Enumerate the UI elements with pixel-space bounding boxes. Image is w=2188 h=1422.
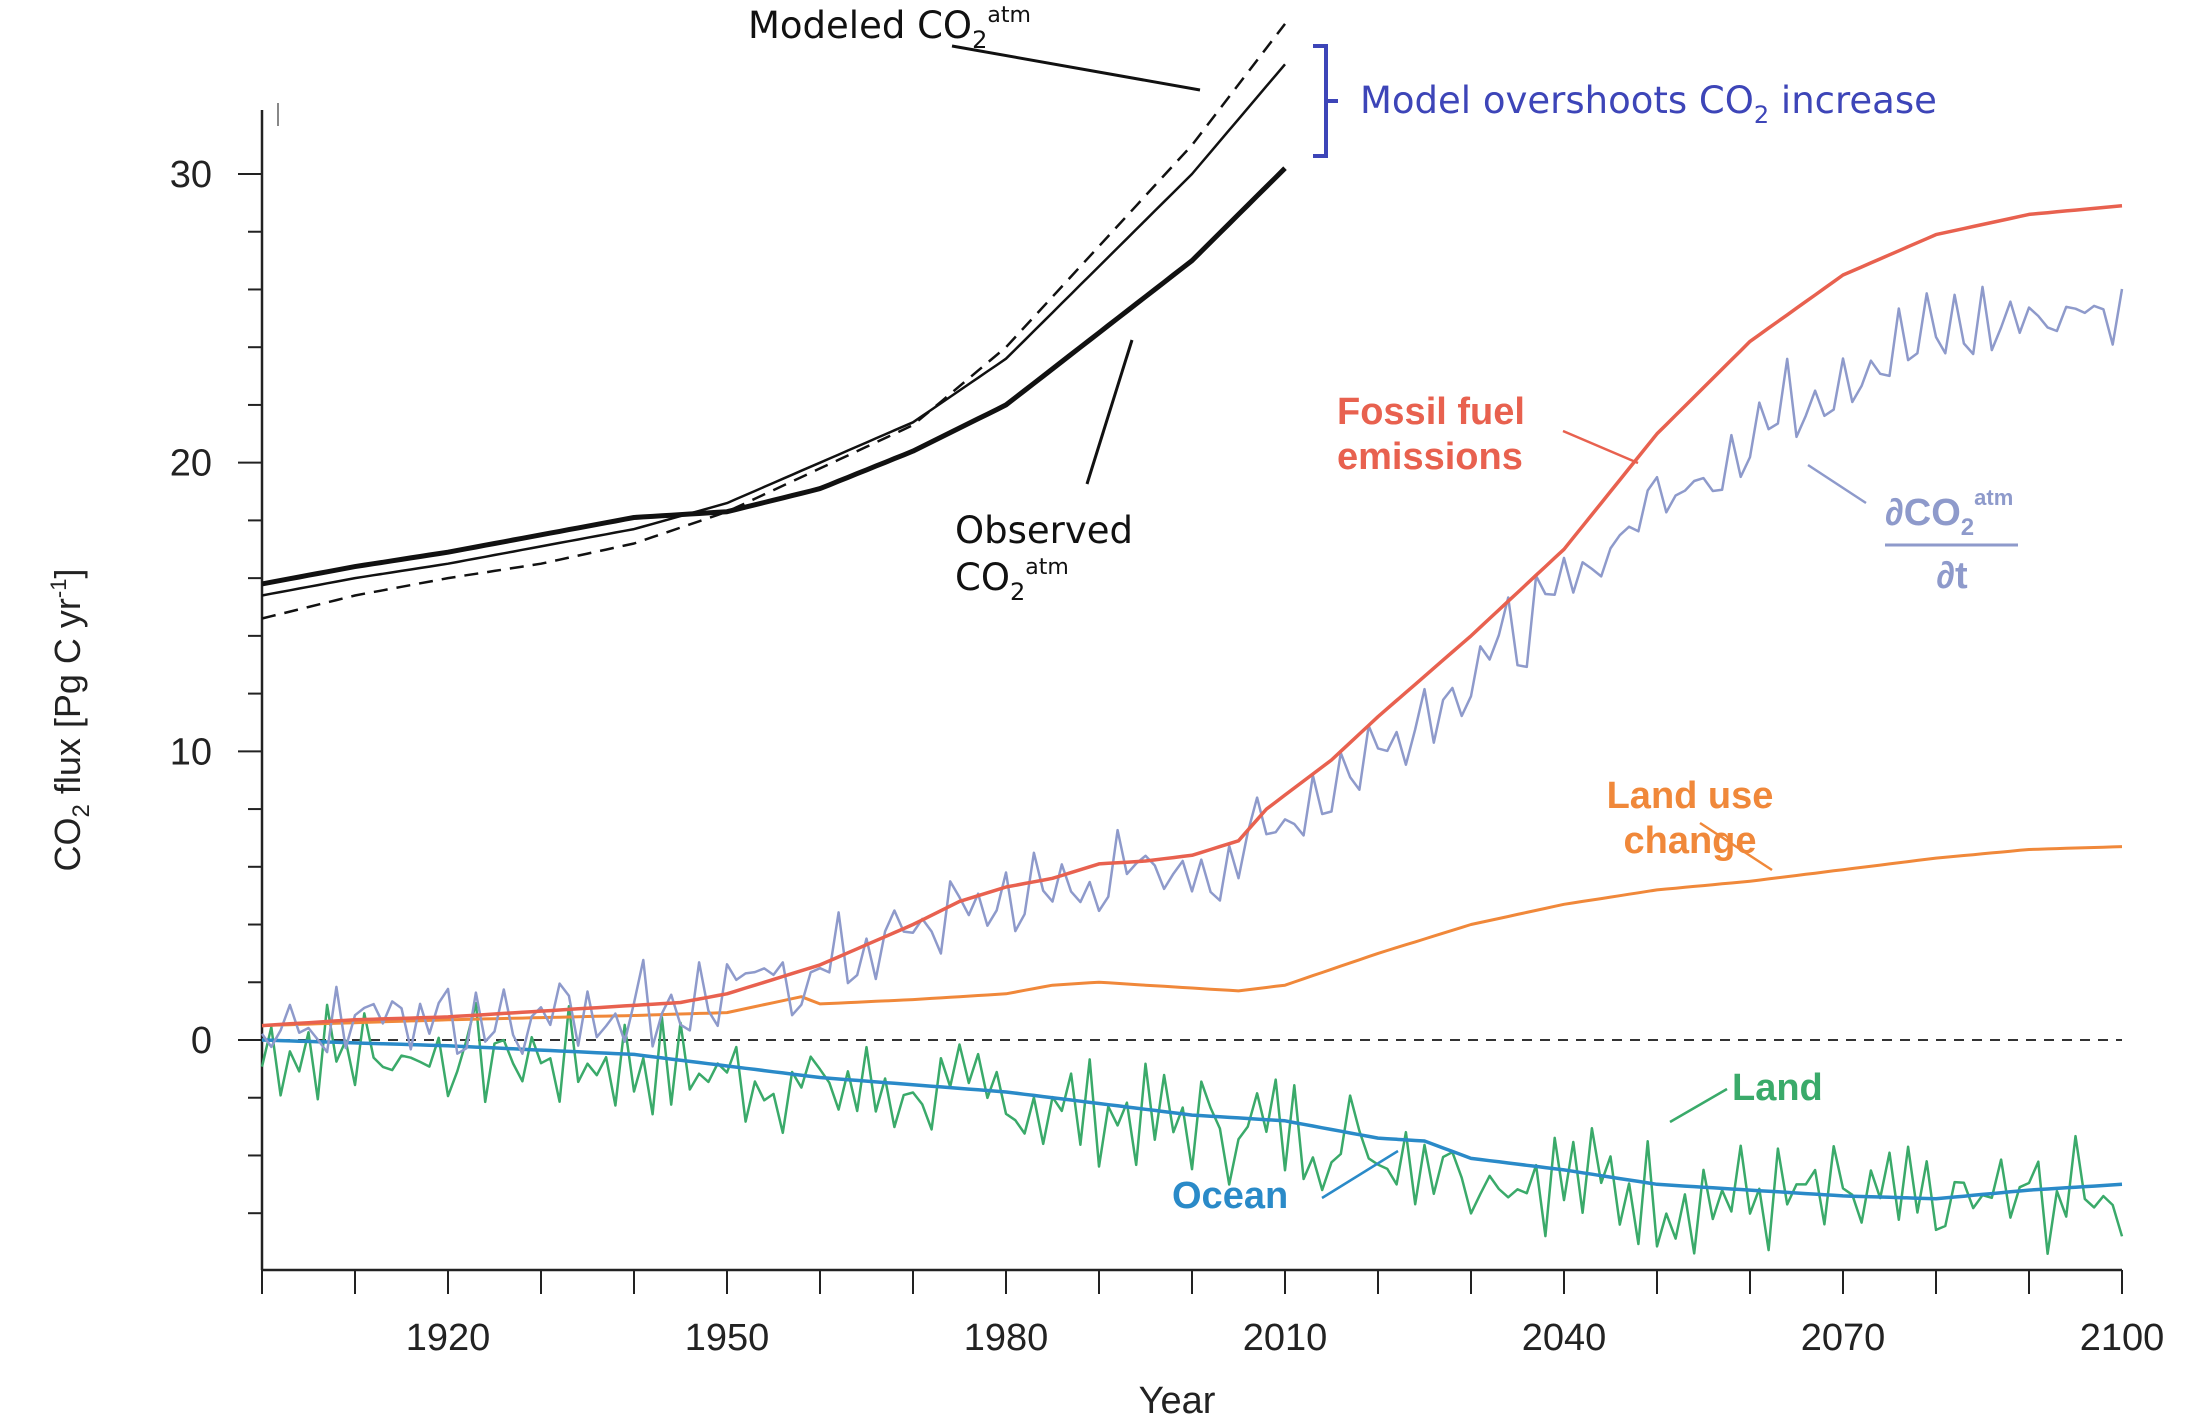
observed-leader — [1085, 339, 1134, 485]
ocean-label: Ocean — [1172, 1175, 1288, 1217]
land-leader — [1669, 1087, 1728, 1124]
ocean-series-line — [261, 1038, 2123, 1201]
x-tick-label: 2010 — [1243, 1317, 1328, 1359]
modeled-co2-label: Modeled CO2atm — [748, 3, 1031, 54]
x-tick-label: 2040 — [1522, 1317, 1607, 1359]
x-axis-label: Year — [1139, 1380, 1216, 1422]
landuse-label-line2: change — [1623, 820, 1756, 862]
y-tick-label: 30 — [170, 154, 212, 196]
x-tick-label: 1920 — [406, 1317, 491, 1359]
landuse-series-line — [261, 845, 2123, 1028]
x-tick-label: 2100 — [2080, 1317, 2165, 1359]
land-label: Land — [1732, 1067, 1823, 1109]
modeled-leader — [951, 44, 1201, 92]
modeled-co2-dashed-line — [261, 23, 1286, 620]
overshoot-bracket — [1313, 44, 1338, 158]
y-tick-label: 20 — [170, 443, 212, 485]
observed-co2-line — [261, 166, 1287, 587]
fossil-series-line — [261, 204, 2123, 1028]
y-axis-label: CO2 flux [Pg C yr-1] — [46, 569, 95, 872]
dcdt-label-denominator: ∂t — [1936, 555, 1968, 597]
landuse-label-line1: Land use — [1607, 775, 1774, 817]
land-series-line — [260, 1001, 2124, 1256]
dcdt-label-numerator: ∂CO2atm — [1885, 485, 2013, 541]
axes: 0 10 20 30 1920 1950 1980 2010 2040 2070 2100 — [170, 103, 2165, 1359]
dcdt-leader — [1807, 463, 1867, 505]
dcdt-series-line — [260, 285, 2124, 1055]
x-tick-label: 2070 — [1801, 1317, 1886, 1359]
series-layer — [260, 23, 2124, 1256]
x-tick-label: 1980 — [964, 1317, 1049, 1359]
landuse-leader — [1699, 821, 1773, 872]
y-tick-label: 0 — [191, 1020, 212, 1062]
observed-co2-label: Observed — [955, 509, 1133, 552]
fossil-label-line2: emissions — [1337, 436, 1523, 478]
overshoot-label: Model overshoots CO2 increase — [1360, 79, 1937, 129]
observed-co2-sub-label: CO2atm — [955, 555, 1069, 606]
modeled-co2-solid-line — [261, 63, 1286, 597]
ocean-leader — [1321, 1149, 1399, 1200]
fossil-label-line1: Fossil fuel — [1337, 391, 1525, 433]
y-tick-label: 10 — [170, 731, 212, 773]
fossil-leader — [1562, 429, 1639, 465]
x-tick-label: 1950 — [685, 1317, 770, 1359]
